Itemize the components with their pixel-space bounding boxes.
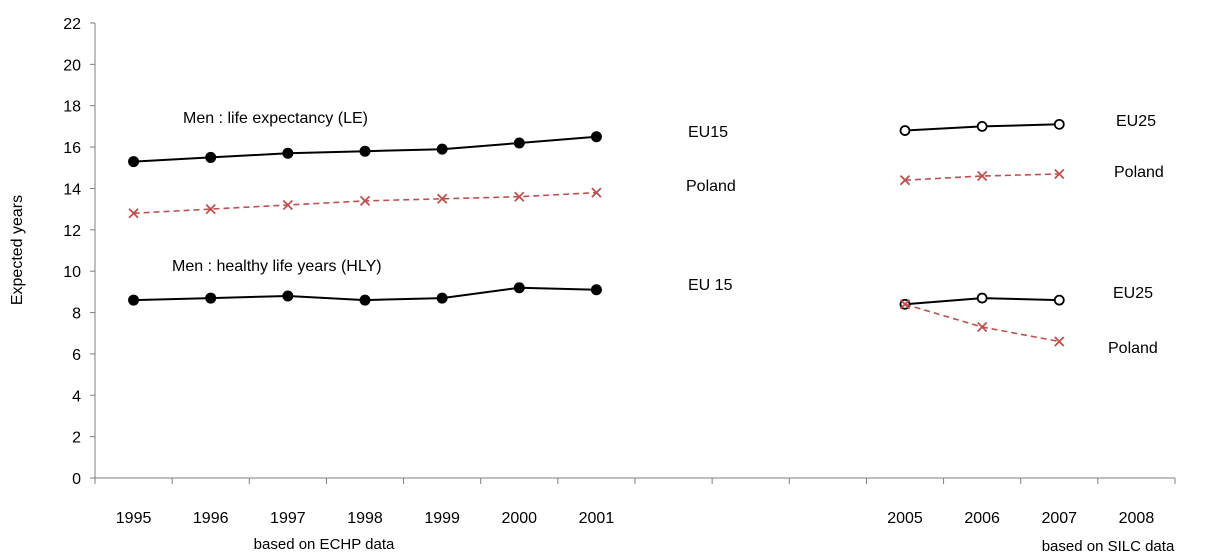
x-note-left: based on ECHP data xyxy=(254,536,395,553)
series-le-dashed-cross xyxy=(128,187,602,219)
series-hly-solid-open xyxy=(899,292,1065,310)
series-hly-dashed-cross xyxy=(899,299,1065,347)
data-point xyxy=(590,131,602,143)
y-tick-label: 6 xyxy=(72,347,81,364)
data-point xyxy=(977,170,988,182)
x-tick-label: 2000 xyxy=(501,510,537,527)
y-tick-label: 14 xyxy=(63,181,81,198)
y-tick-label: 22 xyxy=(63,16,81,33)
data-point xyxy=(282,147,294,159)
x-tick-label: 2006 xyxy=(964,510,1000,527)
data-point xyxy=(899,125,911,136)
data-point xyxy=(128,294,140,306)
x-note-right: based on SILC data xyxy=(1042,538,1175,554)
series-le-solid-filled xyxy=(128,131,602,168)
y-tick-label: 16 xyxy=(63,140,81,157)
y-tick-label: 10 xyxy=(63,264,81,281)
annotation-eu25-hly: EU25 xyxy=(1113,285,1153,302)
x-tick-label: 2008 xyxy=(1119,510,1155,527)
annotation-le-title: Men : life expectancy (LE) xyxy=(183,110,368,127)
data-point xyxy=(436,292,448,304)
data-point xyxy=(437,193,448,204)
data-point xyxy=(128,156,140,168)
annotation-eu15-le: EU15 xyxy=(688,124,728,141)
series-line xyxy=(904,173,1060,181)
data-point xyxy=(976,292,988,304)
axes xyxy=(94,23,1175,479)
x-tick-label: 1999 xyxy=(424,510,460,527)
series-line xyxy=(133,191,597,215)
annotation-poland-le-left: Poland xyxy=(686,178,736,195)
x-tick-label: 2007 xyxy=(1041,510,1077,527)
x-ticks: 1995 1996 1997 1998 1999 2000 2001 2005 2006 2007… xyxy=(94,478,1176,527)
annotation-poland-le-right: Poland xyxy=(1114,164,1164,181)
data-point xyxy=(436,143,448,155)
annotation-hly-title: Men : healthy life years (HLY) xyxy=(172,258,382,275)
annotation-eu25-le: EU25 xyxy=(1116,113,1156,130)
series-le-dashed-cross xyxy=(899,168,1065,186)
data-point xyxy=(590,284,602,296)
data-point xyxy=(282,199,293,211)
series-le-solid-open xyxy=(899,118,1065,136)
x-tick-label: 2001 xyxy=(579,510,615,527)
y-tick-label: 0 xyxy=(72,471,81,488)
x-tick-label: 1996 xyxy=(193,510,229,527)
x-tick-label: 2005 xyxy=(887,510,923,527)
series-hly-solid-filled xyxy=(128,282,602,306)
data-point xyxy=(205,151,217,163)
data-point xyxy=(513,282,525,294)
x-tick-label: 1995 xyxy=(116,510,152,527)
y-tick-label: 18 xyxy=(63,99,81,116)
data-point xyxy=(359,145,371,157)
annotation-poland-hly-right: Poland xyxy=(1108,340,1158,357)
data-point xyxy=(282,290,294,302)
y-tick-label: 4 xyxy=(72,388,81,405)
data-point xyxy=(514,191,525,202)
series-line xyxy=(904,303,1060,343)
x-tick-label: 1997 xyxy=(270,510,306,527)
annotation-layer: Men : life expectancy (LE) Men : healthy… xyxy=(172,110,1164,357)
y-ticks: 0 2 4 6 8 10 12 14 16 18 20 22 xyxy=(63,16,95,488)
y-axis-label: Expected years xyxy=(9,195,26,305)
data-point xyxy=(899,175,911,186)
data-point xyxy=(205,292,217,304)
data-point xyxy=(1054,168,1065,180)
data-point xyxy=(591,187,602,198)
annotation-eu15-hly: EU 15 xyxy=(688,277,733,294)
y-tick-label: 2 xyxy=(72,430,81,447)
data-point xyxy=(128,208,139,219)
data-point xyxy=(359,294,371,306)
x-tick-label: 1998 xyxy=(347,510,383,527)
y-tick-label: 20 xyxy=(63,57,81,74)
data-point xyxy=(899,299,911,310)
data-point xyxy=(513,137,525,149)
data-point xyxy=(205,203,216,215)
data-point xyxy=(977,321,988,333)
data-point xyxy=(1053,294,1065,306)
y-tick-label: 8 xyxy=(72,306,81,323)
y-tick-label: 12 xyxy=(63,223,81,240)
data-point xyxy=(359,195,371,207)
series-layer xyxy=(128,118,1065,347)
data-point xyxy=(976,121,988,132)
data-point xyxy=(1053,118,1065,130)
data-point xyxy=(1054,336,1065,347)
